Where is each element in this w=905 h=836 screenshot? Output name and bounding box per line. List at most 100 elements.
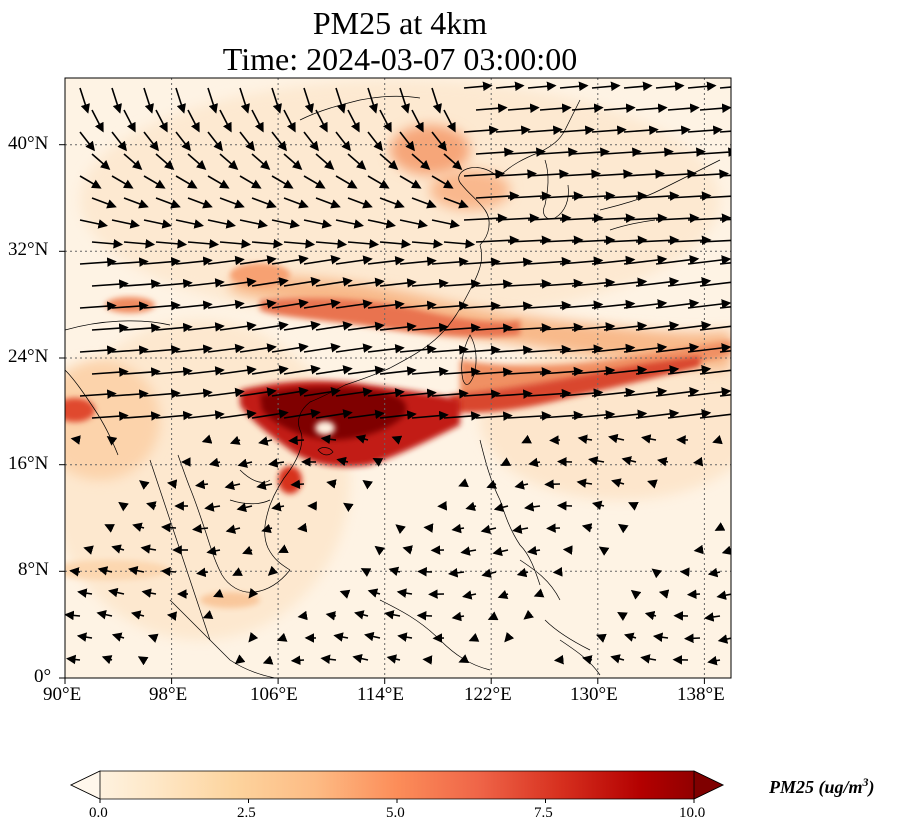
wind-vector-arrow — [388, 566, 401, 577]
wind-vector-arrow — [234, 654, 246, 665]
wind-vector-arrow — [111, 131, 127, 152]
colorbar-label-sup: 3 — [862, 775, 869, 789]
colorbar — [70, 770, 724, 803]
wind-vector-arrow — [111, 544, 125, 554]
x-tick-90e: 90°E — [43, 684, 82, 705]
wind-vector-arrow — [297, 522, 308, 533]
wind-vector-arrow — [248, 631, 259, 643]
wind-vector-arrow — [251, 239, 284, 249]
wind-vector-arrow — [559, 81, 589, 92]
wind-vector-arrow — [507, 147, 546, 157]
wind-vector-arrow — [271, 254, 309, 265]
wind-vector-arrow — [500, 457, 512, 466]
wind-vector-arrow — [687, 387, 731, 397]
wind-vector-arrow — [539, 278, 584, 289]
wind-vector-arrow — [516, 567, 529, 578]
wind-vector-arrow — [248, 587, 259, 599]
wind-vector-arrow — [571, 103, 604, 114]
wind-vector-arrow — [495, 389, 533, 399]
wind-vector-arrow — [146, 501, 157, 511]
wind-vector-arrow — [143, 175, 166, 189]
wind-vector-arrow — [402, 545, 413, 555]
wind-vector-arrow — [303, 298, 341, 309]
wind-vector-arrow — [431, 175, 454, 189]
wind-vector-arrow — [603, 277, 648, 288]
wind-vector-arrow — [487, 611, 499, 621]
wind-vector-arrow — [335, 299, 373, 309]
wind-vector-arrow — [367, 255, 405, 266]
wind-vector-arrow — [303, 254, 341, 265]
wind-vector-arrow — [719, 86, 731, 89]
wind-vector-arrow — [539, 191, 584, 201]
wind-vector-arrow — [143, 219, 172, 229]
colorbar-label-end: ) — [868, 777, 875, 797]
wind-vector-arrow — [219, 277, 257, 288]
wind-vector-arrow — [111, 219, 140, 229]
wind-vector-arrow — [335, 131, 351, 152]
wind-vector-arrow — [335, 175, 358, 189]
wind-vector-arrow — [219, 321, 257, 332]
wind-vector-arrow — [603, 147, 642, 157]
wind-vector-arrow — [175, 388, 213, 398]
wind-vector-arrow — [219, 239, 252, 249]
wind-vector-arrow — [91, 197, 117, 209]
wind-vector-arrow — [539, 103, 572, 114]
wind-vector-arrow — [372, 458, 384, 467]
wind-vector-arrow — [699, 103, 731, 114]
wind-vector-arrow — [367, 343, 405, 354]
wind-vector-arrow — [111, 87, 122, 114]
wind-vector-arrow — [422, 655, 433, 665]
wind-vector-arrow — [571, 278, 616, 288]
wind-vector-arrow — [347, 409, 385, 420]
wind-vector-arrow — [79, 175, 102, 189]
wind-vector-arrow — [431, 301, 469, 311]
wind-vector-arrow — [206, 546, 221, 556]
wind-vector-arrow — [475, 147, 514, 157]
colorbar-tick-5: 5.0 — [386, 805, 405, 821]
wind-vector-arrow — [658, 589, 670, 599]
wind-vector-arrow — [143, 87, 154, 114]
wind-vector-arrow — [707, 567, 721, 578]
wind-vector-arrow — [655, 255, 700, 265]
wind-vector-arrow — [362, 479, 373, 490]
wind-vector-arrow — [79, 345, 117, 355]
wind-vector-arrow — [667, 103, 700, 114]
wind-vector-arrow — [239, 343, 277, 353]
wind-vector-arrow — [379, 197, 405, 209]
wind-vector-arrow — [77, 588, 93, 598]
wind-vector-arrow — [91, 109, 104, 133]
wind-vector-arrow — [111, 175, 134, 189]
wind-vector-arrow — [507, 191, 552, 201]
wind-vector-arrow — [347, 239, 380, 249]
x-tick-106e: 106°E — [250, 684, 298, 705]
wind-vector-arrow — [379, 278, 417, 288]
wind-vector-arrow — [271, 501, 285, 512]
wind-vector-arrow — [335, 387, 373, 397]
wind-vector-arrow — [411, 239, 444, 249]
wind-vector-arrow — [667, 277, 712, 287]
wind-vector-arrow — [229, 435, 241, 445]
wind-vector-arrow — [143, 344, 181, 355]
wind-vector-arrow — [213, 588, 224, 598]
wind-vector-arrow — [559, 169, 601, 179]
wind-vector-arrow — [143, 388, 181, 399]
wind-vector-arrow — [686, 589, 701, 600]
wind-vector-arrow — [719, 174, 731, 177]
wind-vector-arrow — [527, 81, 557, 92]
wind-vector-arrow — [719, 130, 731, 133]
wind-vector-arrow — [271, 219, 300, 229]
wind-vector-arrow — [160, 566, 177, 577]
wind-vector-arrow — [610, 654, 625, 664]
wind-vector-arrow — [175, 175, 198, 189]
wind-vector-arrow — [315, 277, 353, 287]
wind-vector-arrow — [571, 235, 616, 246]
wind-vector-arrow — [261, 523, 273, 534]
wind-vector-arrow — [507, 103, 540, 114]
wind-vector-arrow — [283, 276, 321, 287]
wind-vector-arrow — [79, 257, 117, 267]
wind-vector-arrow — [497, 589, 509, 599]
wind-vector-arrow — [687, 169, 729, 179]
wind-vector-arrow — [603, 409, 648, 420]
wind-vector-arrow — [303, 175, 326, 189]
wind-vector-arrow — [443, 411, 481, 421]
